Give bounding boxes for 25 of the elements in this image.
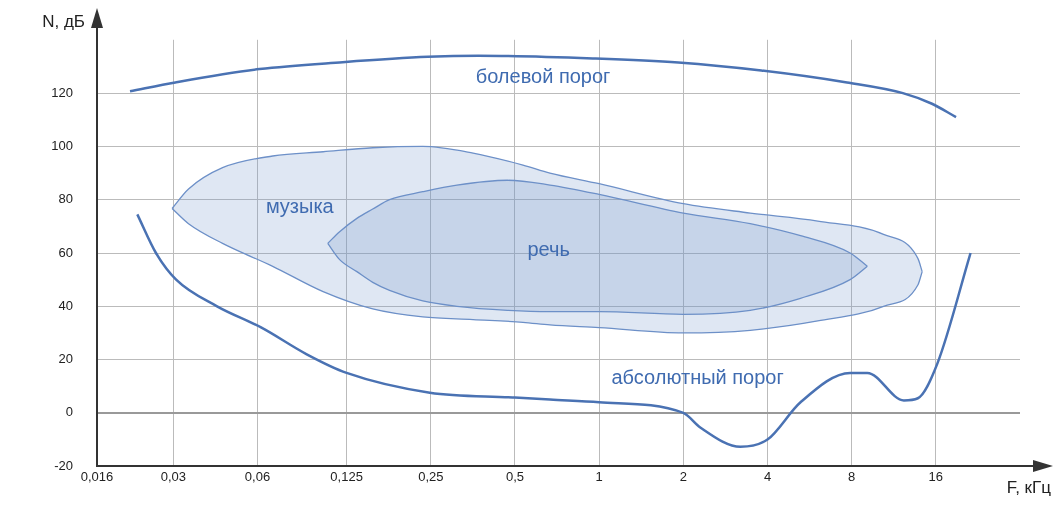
x-tick-label: 0,06 bbox=[244, 468, 271, 484]
x-axis-title: F, кГц bbox=[1006, 477, 1052, 497]
x-tick-label: 8 bbox=[848, 468, 856, 484]
series-label: музыка bbox=[265, 195, 335, 218]
series-label: абсолютный порог bbox=[611, 365, 784, 388]
y-tick-label: 20 bbox=[58, 351, 73, 367]
x-tick-label: 1 bbox=[595, 468, 603, 484]
x-tick-label: 0,5 bbox=[505, 468, 525, 484]
y-tick-label: 40 bbox=[58, 297, 73, 313]
series-label: речь bbox=[527, 237, 570, 260]
y-tick-label: 80 bbox=[58, 191, 73, 207]
x-tick-label: 2 bbox=[679, 468, 687, 484]
series-label: болевой порог bbox=[475, 64, 611, 87]
y-tick-label: 120 bbox=[51, 84, 73, 100]
y-tick-label: -20 bbox=[54, 457, 73, 473]
x-tick-label: 16 bbox=[928, 468, 944, 484]
x-tick-label: 0,25 bbox=[418, 468, 444, 484]
x-tick-label: 4 bbox=[763, 468, 772, 484]
x-tick-label: 0,016 bbox=[80, 468, 114, 484]
y-axis-title: N, дБ bbox=[42, 11, 85, 31]
y-tick-label: 0 bbox=[65, 404, 73, 420]
x-tick-label: 0,125 bbox=[330, 468, 363, 484]
y-tick-label: 100 bbox=[51, 137, 73, 153]
y-tick-label: 60 bbox=[58, 244, 73, 260]
x-tick-label: 0,03 bbox=[160, 468, 186, 484]
